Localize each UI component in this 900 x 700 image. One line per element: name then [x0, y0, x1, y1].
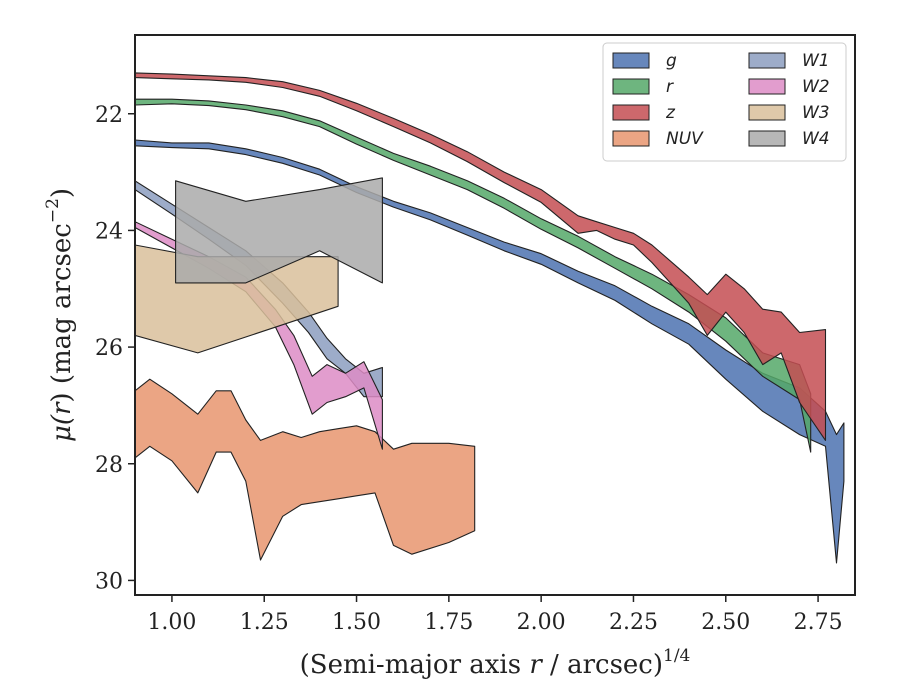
legend-swatch-w2 [748, 78, 786, 95]
x-tick-label: 1.50 [332, 610, 381, 635]
legend-swatch-g [612, 52, 650, 69]
legend-label-w1: W1 [802, 51, 830, 71]
band-r [135, 98, 812, 453]
y-tick-label: 30 [95, 569, 123, 594]
legend-swatch-nuv [612, 130, 650, 147]
legend-swatch-z [612, 104, 650, 121]
legend-label-z: z [665, 103, 676, 123]
y-axis: 22 24 26 28 30 [95, 103, 135, 594]
series-bands [135, 72, 845, 564]
y-tick-label: 26 [95, 336, 123, 361]
legend-swatch-w3 [748, 104, 786, 121]
legend-label-g: g [666, 51, 677, 71]
legend-label-w4: W4 [802, 129, 830, 149]
x-axis-label: (Semi-major axis r / arcsec)1/4 [300, 646, 691, 680]
plot-frame [134, 34, 856, 596]
y-tick-label: 24 [95, 219, 123, 244]
x-axis: 1.00 1.25 1.50 1.75 2.00 2.25 2.50 2.75 [147, 595, 843, 635]
x-tick-label: 1.25 [240, 610, 289, 635]
x-tick-label: 2.50 [701, 610, 750, 635]
x-tick-label: 2.75 [794, 610, 843, 635]
legend-label-w3: W3 [802, 103, 830, 123]
legend-swatch-r [612, 78, 650, 95]
legend-label-w2: W2 [802, 77, 830, 97]
y-tick-label: 28 [95, 453, 123, 478]
y-axis-label: μ(r) (mag arcsec−2) [43, 188, 77, 442]
x-tick-label: 1.00 [147, 610, 196, 635]
y-tick-label: 22 [95, 103, 123, 128]
legend-swatch-w4 [748, 130, 786, 147]
x-tick-label: 2.25 [609, 610, 658, 635]
x-tick-label: 2.00 [517, 610, 566, 635]
legend-label-nuv: NUV [666, 129, 704, 149]
band-w4 [175, 177, 383, 284]
legend-swatch-w1 [748, 52, 786, 69]
band-z [135, 72, 827, 441]
legend-label-r: r [666, 77, 674, 97]
x-tick-label: 1.75 [424, 610, 473, 635]
legend: grz NUV W1 W2 W3 W4 [602, 42, 847, 162]
band-nuv [135, 378, 476, 561]
